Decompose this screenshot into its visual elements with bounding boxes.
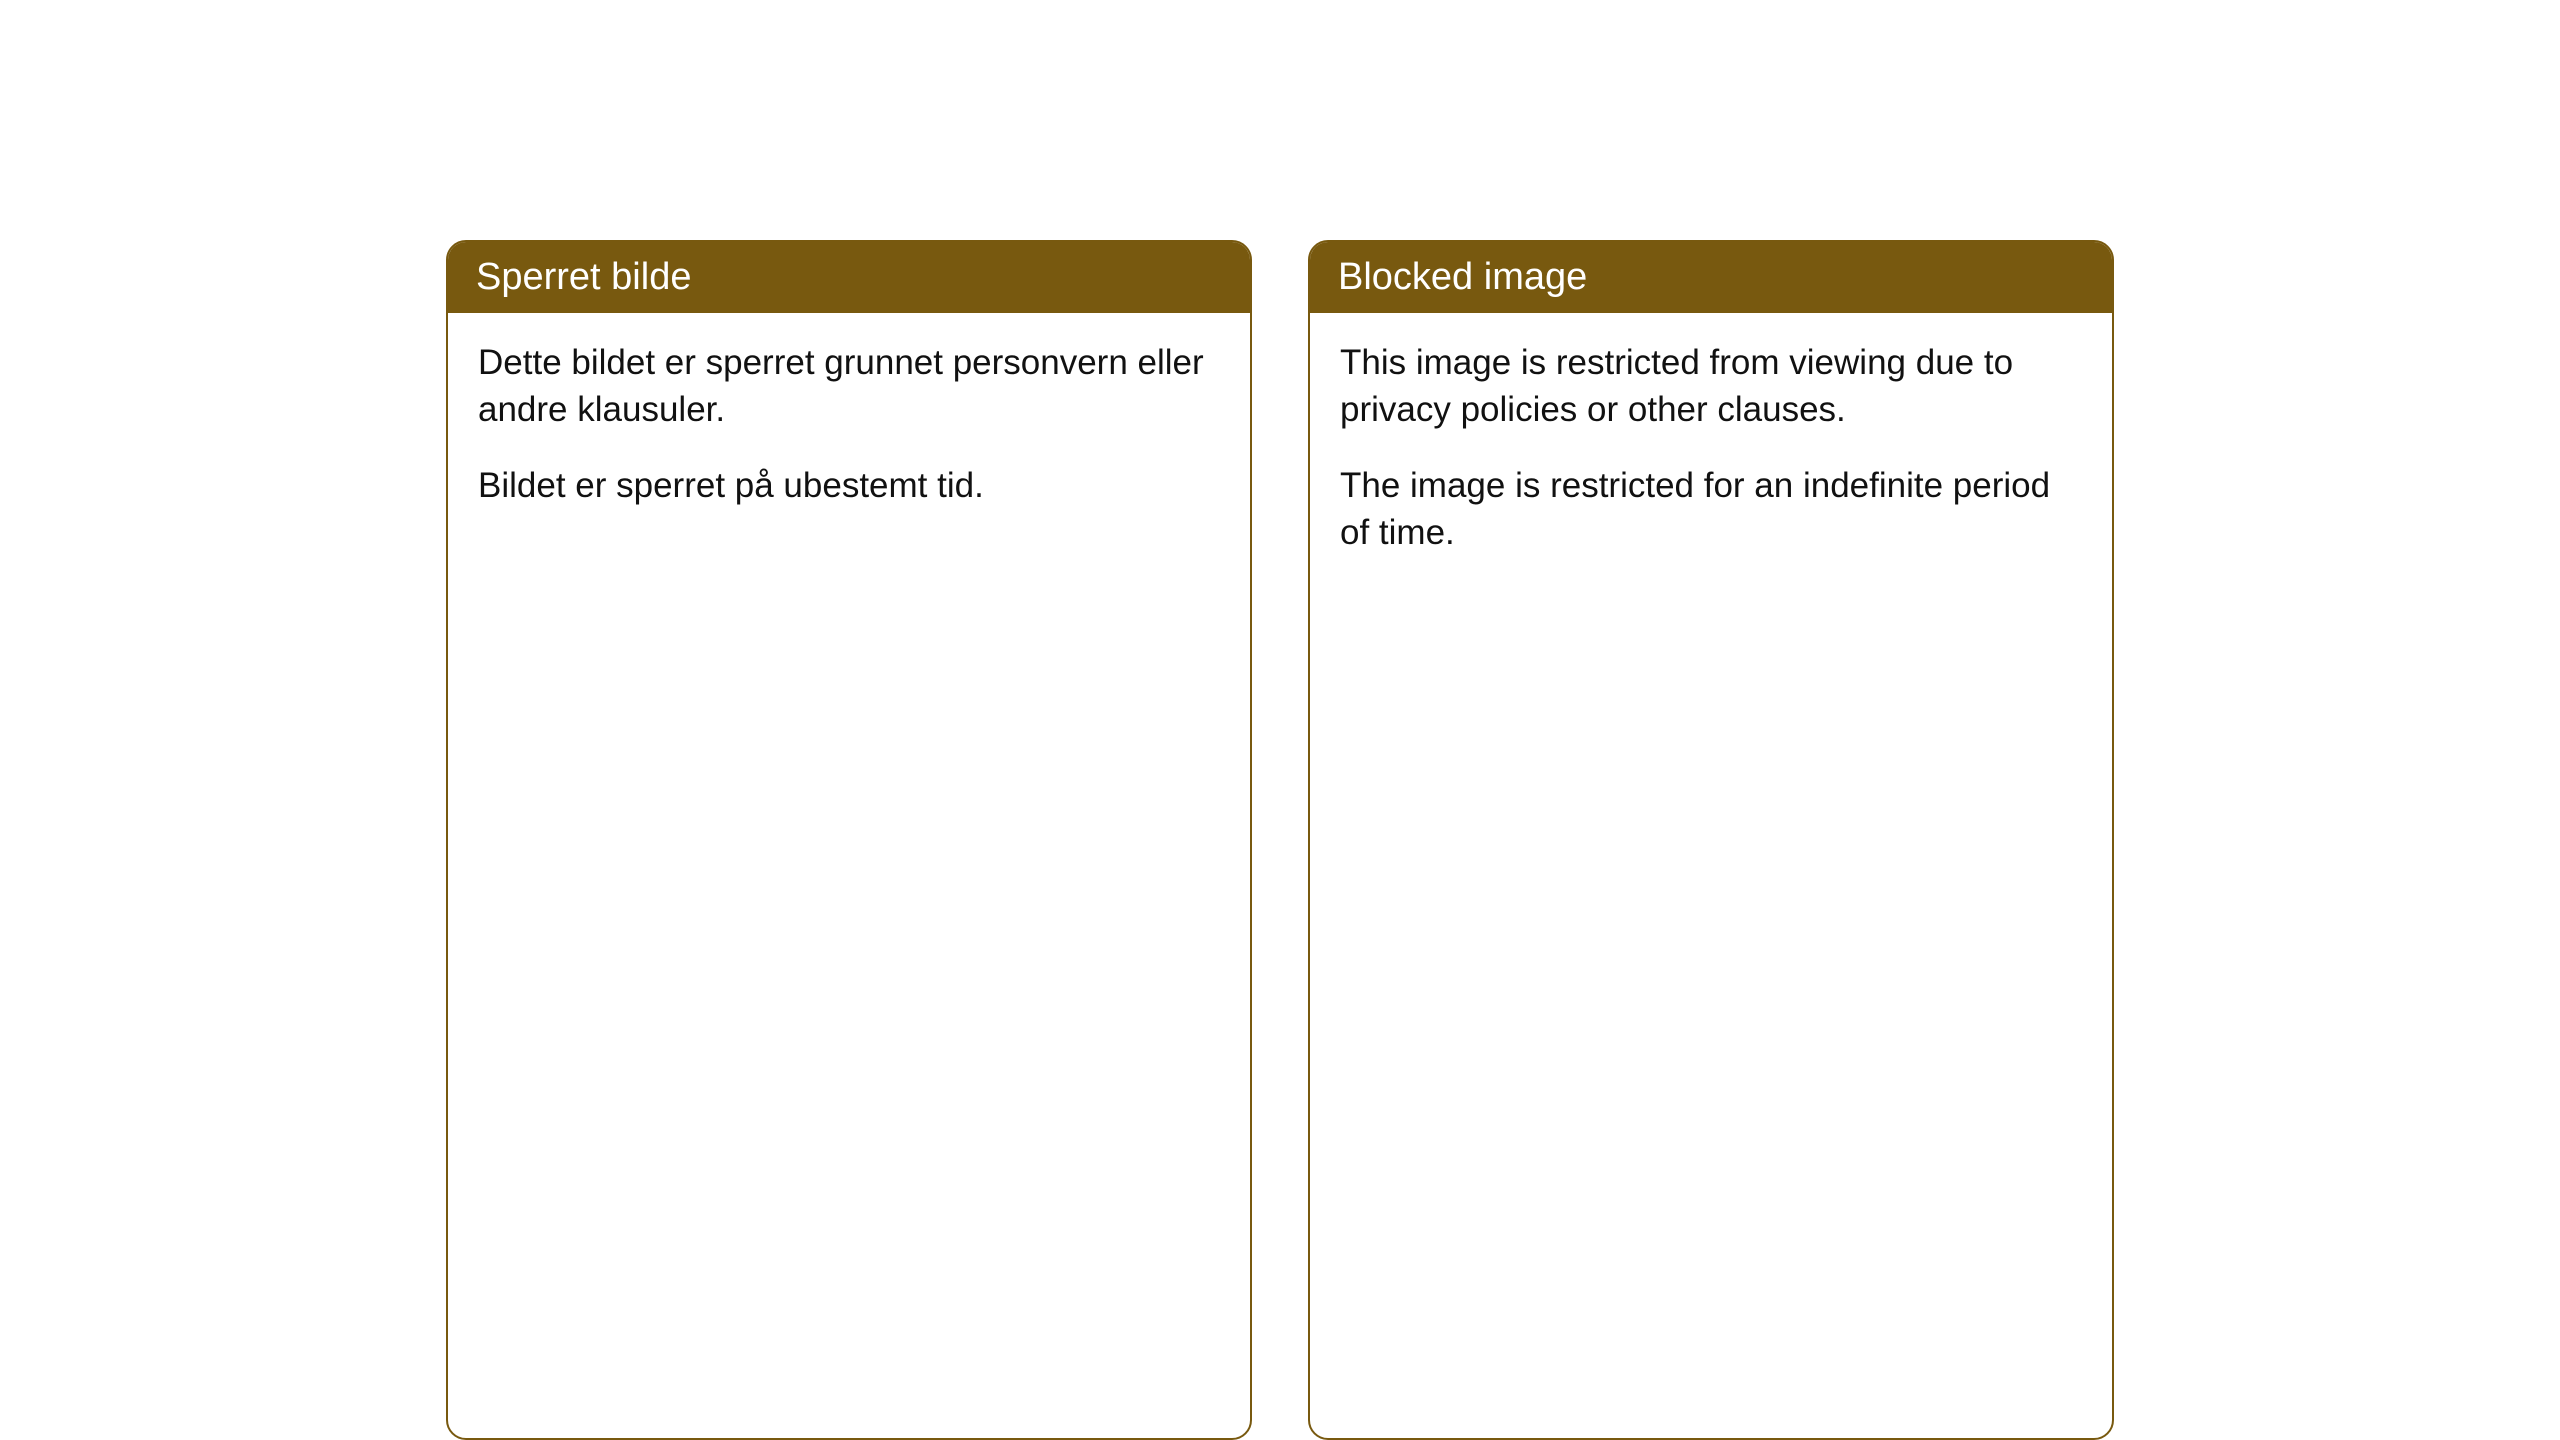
- card-header-en: Blocked image: [1310, 242, 2112, 313]
- card-text-no-1: Dette bildet er sperret grunnet personve…: [478, 339, 1220, 434]
- card-body-no: Dette bildet er sperret grunnet personve…: [448, 313, 1250, 549]
- notice-cards-container: Sperret bilde Dette bildet er sperret gr…: [446, 240, 2114, 1440]
- card-text-no-2: Bildet er sperret på ubestemt tid.: [478, 462, 1220, 509]
- card-text-en-1: This image is restricted from viewing du…: [1340, 339, 2082, 434]
- blocked-image-card-en: Blocked image This image is restricted f…: [1308, 240, 2114, 1440]
- card-header-no: Sperret bilde: [448, 242, 1250, 313]
- card-text-en-2: The image is restricted for an indefinit…: [1340, 462, 2082, 557]
- card-body-en: This image is restricted from viewing du…: [1310, 313, 2112, 596]
- blocked-image-card-no: Sperret bilde Dette bildet er sperret gr…: [446, 240, 1252, 1440]
